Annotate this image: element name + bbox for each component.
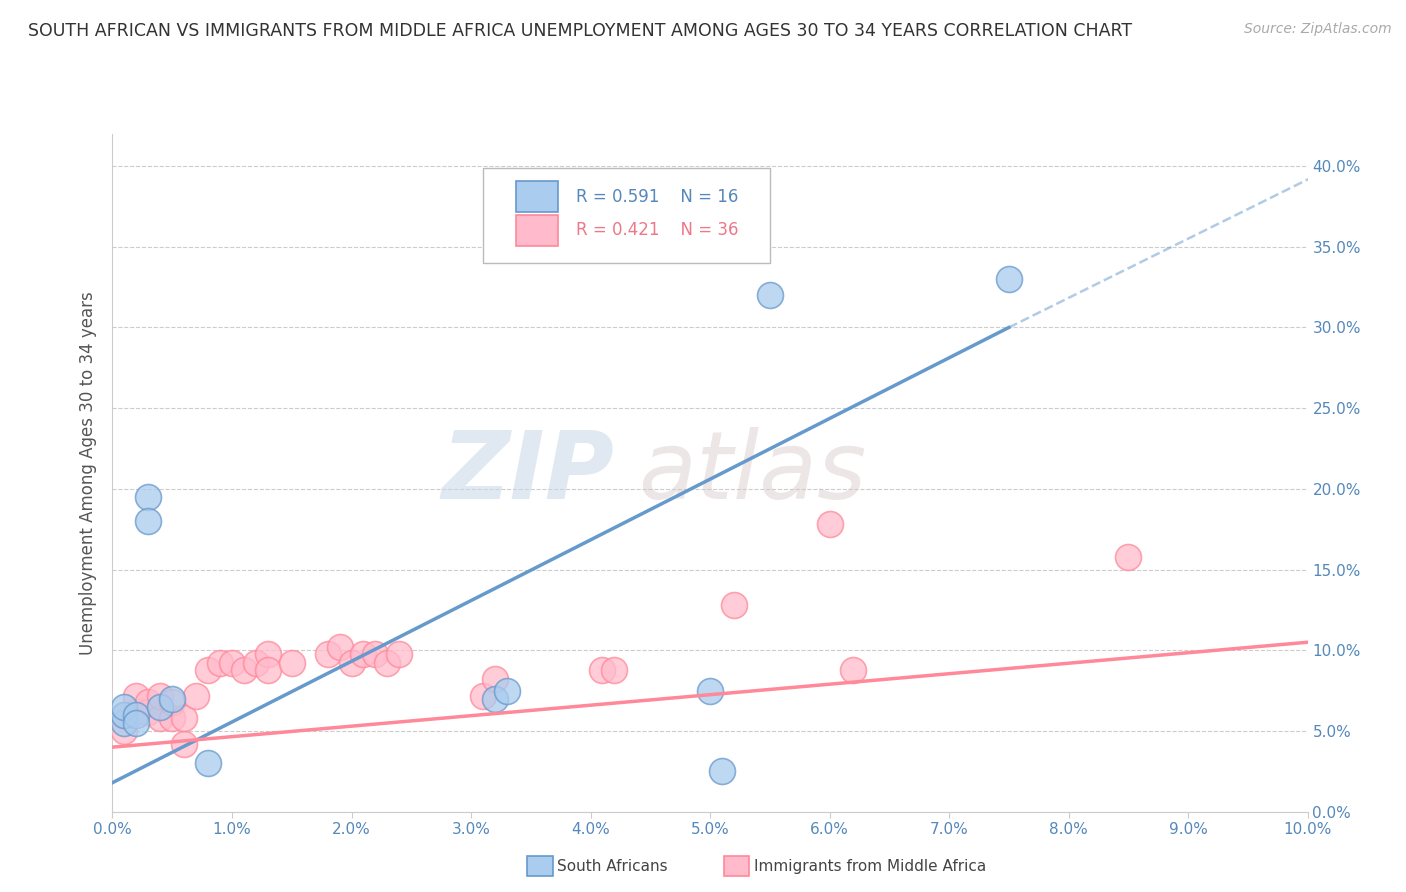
Point — [496, 683, 519, 698]
Text: South Africans: South Africans — [557, 859, 668, 873]
Point — [711, 764, 734, 779]
Point — [352, 647, 374, 661]
Point — [592, 663, 614, 677]
Point — [257, 663, 280, 677]
Point — [114, 699, 135, 714]
Point — [208, 657, 231, 671]
Point — [388, 647, 411, 661]
Point — [138, 695, 160, 709]
Text: atlas: atlas — [638, 427, 866, 518]
Bar — [516, 181, 558, 211]
Point — [138, 705, 160, 719]
Point — [818, 517, 841, 532]
Point — [197, 756, 219, 771]
Point — [364, 647, 387, 661]
Point — [138, 514, 160, 528]
Point — [162, 711, 183, 725]
Point — [138, 490, 160, 504]
Point — [114, 715, 135, 730]
Point — [1118, 549, 1140, 564]
Point — [197, 663, 219, 677]
Point — [114, 707, 135, 722]
Point — [149, 699, 172, 714]
Text: SOUTH AFRICAN VS IMMIGRANTS FROM MIDDLE AFRICA UNEMPLOYMENT AMONG AGES 30 TO 34 : SOUTH AFRICAN VS IMMIGRANTS FROM MIDDLE … — [28, 22, 1132, 40]
Point — [998, 272, 1021, 286]
Point — [125, 707, 148, 722]
Point — [377, 657, 399, 671]
Point — [723, 598, 745, 612]
Point — [125, 715, 148, 730]
Point — [257, 647, 280, 661]
Y-axis label: Unemployment Among Ages 30 to 34 years: Unemployment Among Ages 30 to 34 years — [79, 291, 97, 655]
Point — [173, 711, 195, 725]
Point — [149, 689, 172, 703]
Point — [162, 691, 183, 706]
Point — [340, 657, 363, 671]
Point — [114, 707, 135, 722]
Point — [232, 663, 256, 677]
Point — [603, 663, 626, 677]
Point — [114, 724, 135, 739]
Text: R = 0.421    N = 36: R = 0.421 N = 36 — [576, 221, 738, 239]
Point — [125, 689, 148, 703]
Point — [186, 689, 208, 703]
Point — [699, 683, 721, 698]
Text: R = 0.591    N = 16: R = 0.591 N = 16 — [576, 187, 738, 205]
FancyBboxPatch shape — [484, 168, 770, 262]
Point — [221, 657, 243, 671]
Point — [316, 647, 339, 661]
Bar — [516, 215, 558, 245]
Point — [281, 657, 304, 671]
Point — [484, 691, 506, 706]
Point — [759, 288, 782, 302]
Point — [162, 695, 183, 709]
Point — [173, 737, 195, 751]
Point — [149, 711, 172, 725]
Point — [472, 689, 495, 703]
Point — [125, 705, 148, 719]
Point — [484, 673, 506, 687]
Point — [842, 663, 865, 677]
Text: ZIP: ZIP — [441, 426, 614, 519]
Text: Immigrants from Middle Africa: Immigrants from Middle Africa — [754, 859, 986, 873]
Text: Source: ZipAtlas.com: Source: ZipAtlas.com — [1244, 22, 1392, 37]
Point — [328, 640, 352, 654]
Point — [245, 657, 267, 671]
